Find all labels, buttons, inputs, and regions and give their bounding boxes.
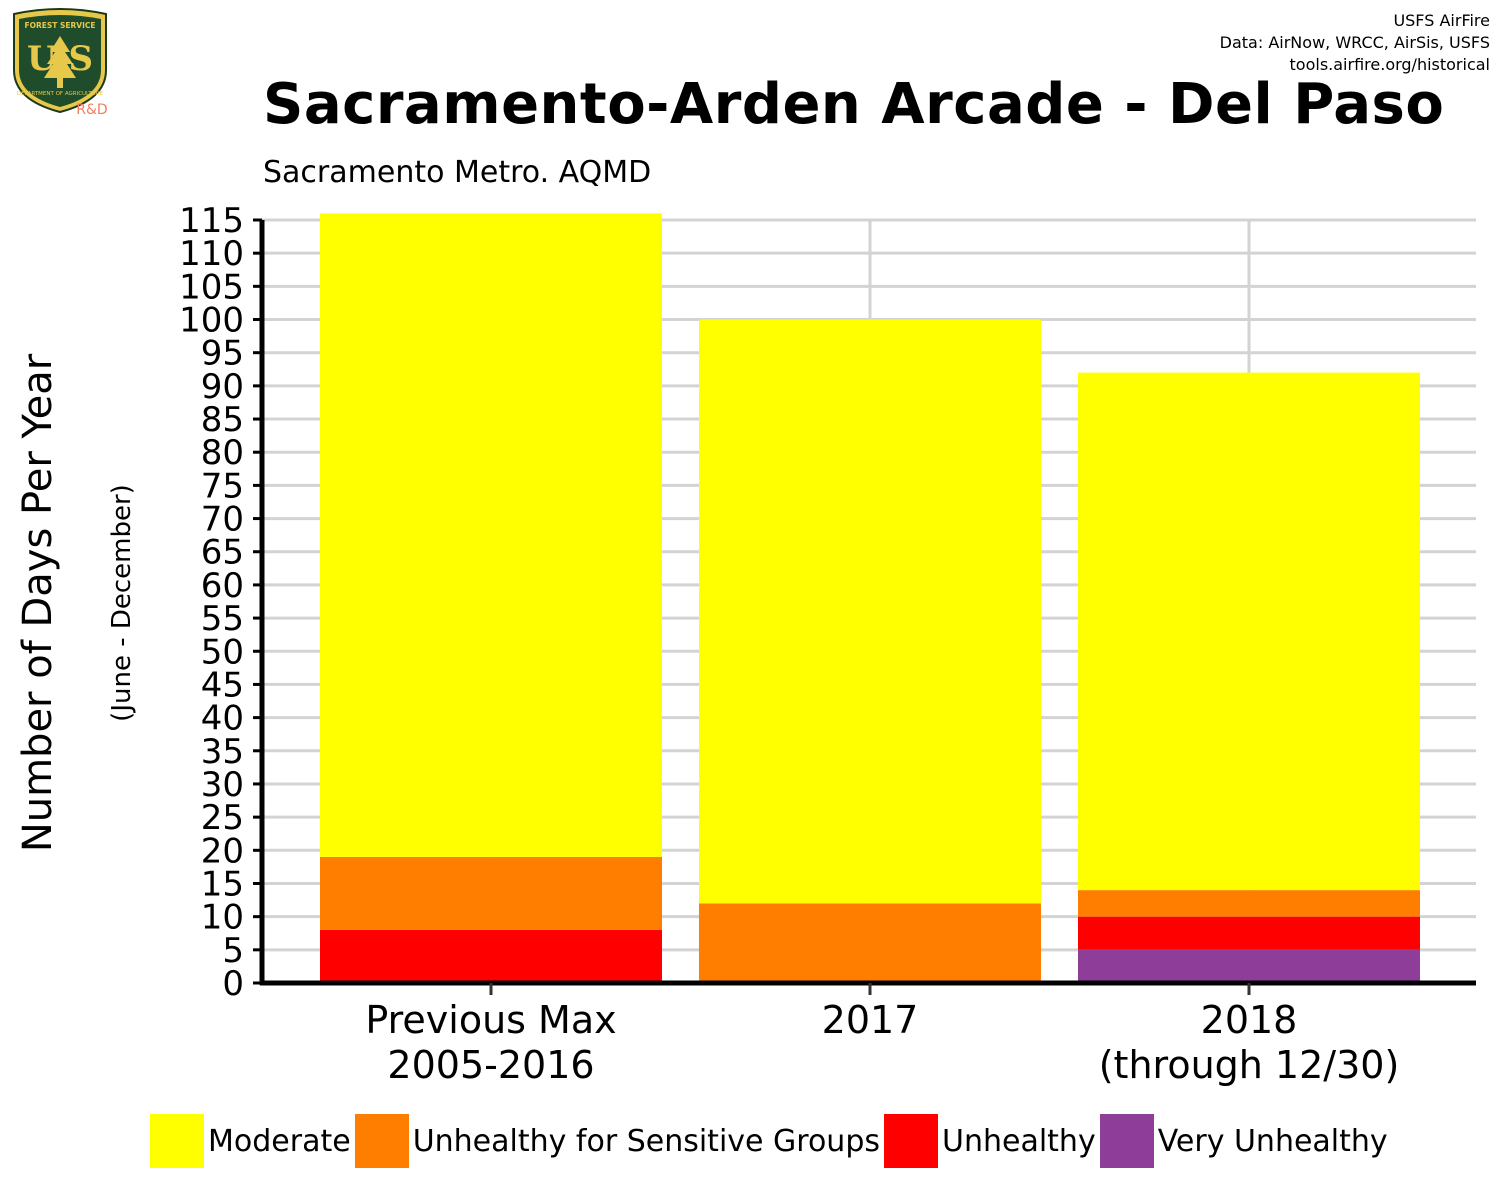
legend-item: Moderate xyxy=(150,1114,351,1168)
credits: USFS AirFire Data: AirNow, WRCC, AirSis,… xyxy=(1220,10,1490,76)
y-tick-label: 5 xyxy=(222,931,244,971)
y-tick-label: 80 xyxy=(201,433,244,473)
x-tick-label: (through 12/30) xyxy=(1099,1043,1400,1087)
y-tick-label: 10 xyxy=(201,898,244,938)
logo-tag: R&D xyxy=(76,102,107,118)
legend-swatch xyxy=(150,1114,204,1168)
y-tick-label: 110 xyxy=(179,234,244,274)
legend-label: Unhealthy xyxy=(942,1123,1096,1159)
legend-swatch xyxy=(884,1114,938,1168)
y-tick-label: 45 xyxy=(201,665,244,705)
y-tick-label: 20 xyxy=(201,831,244,871)
chart-title: Sacramento-Arden Arcade - Del Paso xyxy=(263,72,1445,137)
legend-label: Unhealthy for Sensitive Groups xyxy=(412,1123,880,1159)
legend-item: Unhealthy xyxy=(884,1114,1096,1168)
credit-line-1: USFS AirFire xyxy=(1393,11,1490,30)
bar-segment-unhealthy xyxy=(320,929,662,983)
bar-segment-unhealthy-for-sensitive-groups xyxy=(699,903,1041,983)
y-tick-label: 75 xyxy=(201,466,244,506)
y-tick-label: 85 xyxy=(201,400,244,440)
bar-segment-moderate xyxy=(320,213,662,857)
bar-segment-unhealthy xyxy=(1078,916,1420,950)
axes xyxy=(259,220,1476,986)
legend-swatch xyxy=(1099,1114,1154,1168)
bars xyxy=(320,213,1420,983)
chart-subtitle: Sacramento Metro. AQMD xyxy=(263,155,652,190)
y-tick-label: 55 xyxy=(201,599,244,639)
legend-label: Very Unhealthy xyxy=(1157,1123,1388,1159)
y-tick-label: 0 xyxy=(222,964,244,1004)
x-tick-label: 2018 xyxy=(1201,998,1298,1042)
bar-segment-moderate xyxy=(1078,372,1420,891)
tree-icon xyxy=(44,36,76,88)
credit-line-3: tools.airfire.org/historical xyxy=(1289,55,1490,74)
y-tick-label: 65 xyxy=(201,533,244,573)
bar-segment-unhealthy-for-sensitive-groups xyxy=(1078,890,1420,917)
forest-service-logo: FOREST SERVICE U S DEPARTMENT OF AGRICUL… xyxy=(13,8,108,118)
legend: Moderate Unhealthy for Sensitive Groups Un… xyxy=(150,1113,1392,1169)
legend-label: Moderate xyxy=(208,1123,351,1159)
y-ticks: 0510152025303540455055606570758085909510… xyxy=(179,201,262,1004)
y-tick-label: 25 xyxy=(201,798,244,838)
x-tick-label: Previous Max xyxy=(365,998,616,1042)
y-tick-label: 105 xyxy=(179,267,244,307)
logo-text-top: FOREST SERVICE xyxy=(24,21,95,30)
y-tick-label: 115 xyxy=(179,201,244,241)
bar-segment-moderate xyxy=(699,319,1041,904)
y-tick-label: 90 xyxy=(201,367,244,407)
credit-line-2: Data: AirNow, WRCC, AirSis, USFS xyxy=(1219,33,1490,52)
y-tick-label: 35 xyxy=(201,732,244,772)
legend-swatch xyxy=(354,1114,409,1168)
x-tick-label: 2005-2016 xyxy=(387,1043,594,1087)
legend-item: Very Unhealthy xyxy=(1099,1114,1388,1168)
y-tick-label: 100 xyxy=(179,301,244,341)
y-tick-label: 50 xyxy=(201,632,244,672)
y-tick-label: 30 xyxy=(201,765,244,805)
y-tick-label: 15 xyxy=(201,864,244,904)
y-tick-label: 60 xyxy=(201,566,244,606)
bar-segment-very-unhealthy xyxy=(1078,949,1420,983)
logo-text-bottom: DEPARTMENT OF AGRICULTURE xyxy=(17,91,104,97)
y-tick-label: 95 xyxy=(201,334,244,374)
legend-item: Unhealthy for Sensitive Groups xyxy=(354,1114,880,1168)
x-tick-label: 2017 xyxy=(822,998,919,1042)
y-tick-label: 70 xyxy=(201,500,244,540)
y-tick-label: 40 xyxy=(201,699,244,739)
bar-segment-unhealthy-for-sensitive-groups xyxy=(320,856,662,930)
